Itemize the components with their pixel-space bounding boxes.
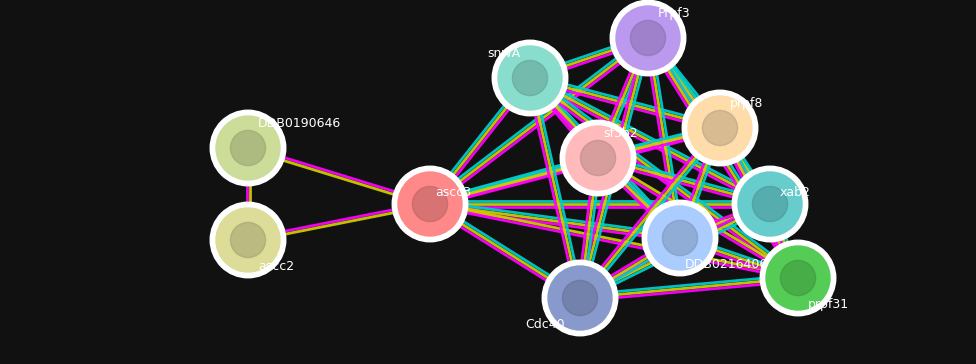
Text: DDB0190646: DDB0190646 bbox=[258, 117, 342, 130]
Circle shape bbox=[216, 208, 280, 272]
Circle shape bbox=[610, 0, 686, 76]
Circle shape bbox=[230, 222, 265, 258]
Text: ascc3: ascc3 bbox=[435, 186, 471, 199]
Circle shape bbox=[413, 186, 448, 222]
Text: snwA: snwA bbox=[487, 47, 520, 60]
Circle shape bbox=[398, 172, 462, 236]
Circle shape bbox=[760, 240, 835, 316]
Circle shape bbox=[703, 110, 738, 146]
Circle shape bbox=[216, 116, 280, 180]
Text: ascc2: ascc2 bbox=[258, 260, 294, 273]
Circle shape bbox=[560, 120, 635, 196]
Text: Cdc40: Cdc40 bbox=[525, 318, 565, 331]
Text: prpf31: prpf31 bbox=[808, 298, 849, 311]
Circle shape bbox=[732, 166, 808, 242]
Circle shape bbox=[492, 40, 568, 116]
Text: xab2: xab2 bbox=[780, 186, 811, 199]
Circle shape bbox=[392, 166, 468, 242]
Circle shape bbox=[543, 260, 618, 336]
Text: sf3b2: sf3b2 bbox=[603, 127, 637, 140]
Circle shape bbox=[512, 60, 548, 96]
Circle shape bbox=[630, 20, 666, 56]
Circle shape bbox=[581, 141, 616, 175]
Text: Prpf3: Prpf3 bbox=[658, 7, 691, 20]
Circle shape bbox=[682, 90, 757, 166]
Circle shape bbox=[230, 130, 265, 166]
Circle shape bbox=[548, 266, 612, 330]
Circle shape bbox=[738, 172, 802, 236]
Circle shape bbox=[663, 220, 698, 256]
Circle shape bbox=[210, 202, 286, 278]
Circle shape bbox=[688, 96, 752, 160]
Circle shape bbox=[752, 186, 788, 222]
Text: DDB0216406: DDB0216406 bbox=[685, 258, 768, 271]
Circle shape bbox=[562, 280, 597, 316]
Circle shape bbox=[498, 46, 562, 110]
Circle shape bbox=[766, 246, 830, 310]
Text: prpf8: prpf8 bbox=[730, 97, 763, 110]
Circle shape bbox=[616, 6, 680, 70]
Circle shape bbox=[210, 110, 286, 186]
Circle shape bbox=[642, 200, 717, 276]
Circle shape bbox=[781, 260, 816, 296]
Circle shape bbox=[566, 126, 630, 190]
Circle shape bbox=[648, 206, 712, 270]
